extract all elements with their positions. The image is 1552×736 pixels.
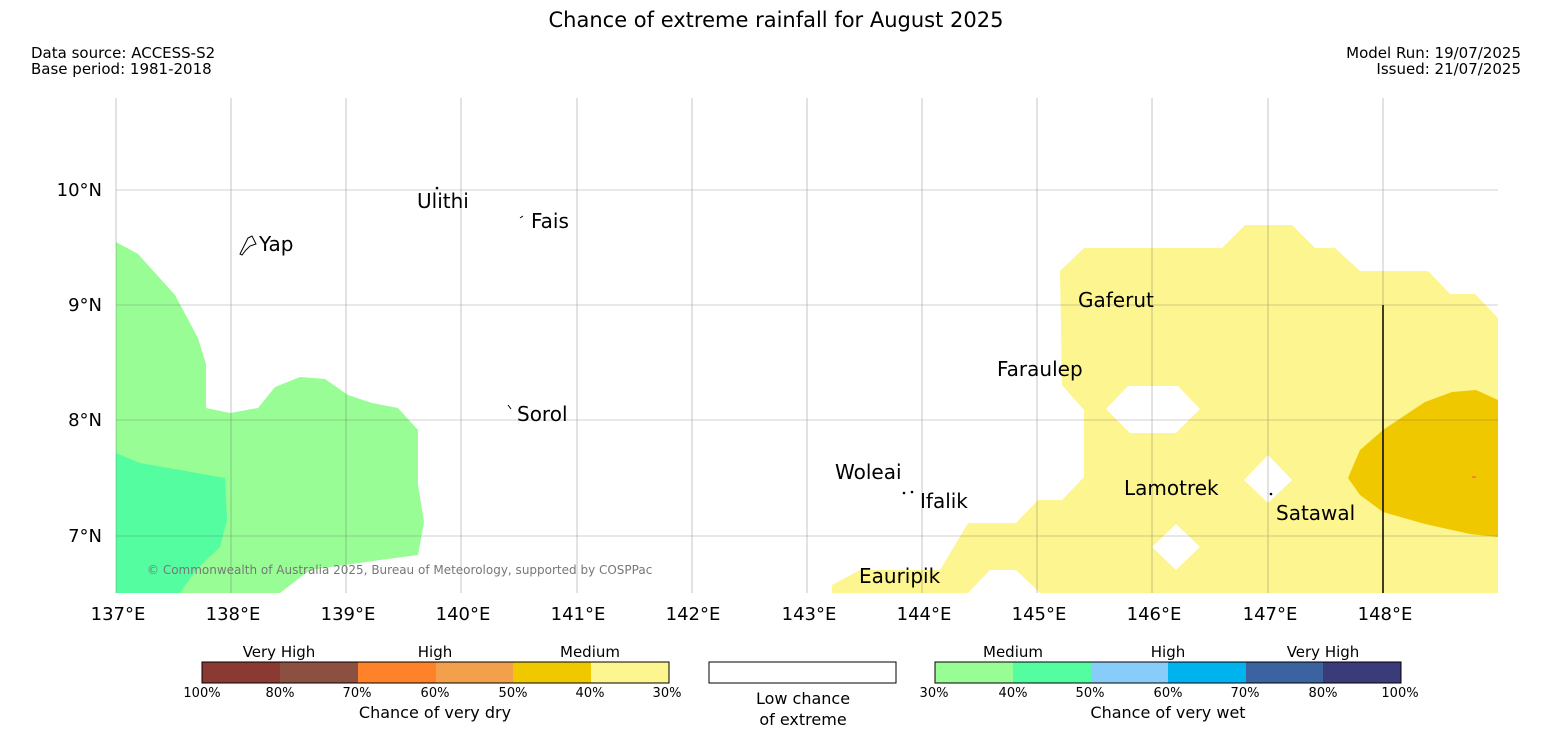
lon-label-146: 146°E [1127, 604, 1182, 625]
lon-label-145: 145°E [1012, 604, 1067, 625]
lon-label-147: 147°E [1243, 604, 1298, 625]
metadata-right: Model Run: 19/07/2025 Issued: 21/07/2025 [1346, 45, 1521, 77]
lon-label-137: 137°E [91, 604, 146, 625]
yap-island-outline [239, 235, 257, 256]
place-label-faraulep: Faraulep [997, 357, 1083, 381]
wet-tick-30: 30% [920, 686, 949, 701]
wet-high-region [116, 453, 227, 593]
wet-tick-100: 100% [1381, 686, 1418, 701]
lon-label-141: 141°E [551, 604, 606, 625]
lon-label-140: 140°E [436, 604, 491, 625]
legend-dry: Very High High Medium 100% 80% 70% 60% 5… [183, 643, 681, 722]
place-label-woleai: Woleai [835, 460, 902, 484]
place-label-eauripik: Eauripik [859, 564, 941, 588]
island-markers [239, 186, 1273, 496]
wet-tick-70: 70% [1231, 686, 1260, 701]
dry-category-medium: Medium [560, 643, 620, 661]
lat-label-8: 8°N [68, 410, 102, 431]
lon-label-144: 144°E [897, 604, 952, 625]
lon-label-143: 143°E [782, 604, 837, 625]
wet-swatch-6 [1323, 662, 1401, 683]
low-chance-hole-3 [1152, 524, 1200, 570]
wet-swatch-4 [1168, 662, 1246, 683]
neutral-label-line1: Low chance [756, 689, 850, 708]
wet-swatch-5 [1246, 662, 1323, 683]
dry-swatch-2 [280, 662, 358, 683]
data-source-text: Data source: ACCESS-S2 [31, 44, 216, 62]
dry-category-high: High [418, 643, 452, 661]
map-title: Chance of extreme rainfall for August 20… [548, 8, 1004, 32]
dry-tick-60: 60% [421, 686, 450, 701]
dry-swatch-3 [358, 662, 436, 683]
place-label-sorol: Sorol [517, 402, 568, 426]
low-chance-corner [968, 570, 1040, 593]
wet-swatch-1 [935, 662, 1013, 683]
dry-tick-30: 30% [653, 686, 682, 701]
neutral-label-line2: of extreme [759, 710, 846, 729]
dry-tick-100: 100% [183, 686, 220, 701]
lon-label-138: 138°E [206, 604, 261, 625]
lon-label-142: 142°E [666, 604, 721, 625]
wet-tick-40: 40% [999, 686, 1028, 701]
dry-swatch-5 [513, 662, 591, 683]
lat-label-7: 7°N [68, 526, 102, 547]
wet-category-medium: Medium [983, 643, 1043, 661]
copyright-text: © Commonwealth of Australia 2025, Bureau… [147, 563, 652, 577]
lat-label-9: 9°N [68, 295, 102, 316]
place-label-ulithi: Ulithi [417, 189, 469, 213]
place-label-ifalik: Ifalik [920, 489, 968, 513]
place-label-yap: Yap [258, 232, 293, 256]
dry-tick-70: 70% [343, 686, 372, 701]
model-run-text: Model Run: 19/07/2025 [1346, 44, 1521, 62]
wet-swatch-3 [1091, 662, 1168, 683]
place-label-satawal: Satawal [1276, 501, 1355, 525]
issued-text: Issued: 21/07/2025 [1376, 60, 1521, 78]
wet-swatch-2 [1013, 662, 1091, 683]
dry-swatch-1 [202, 662, 280, 683]
lat-label-10: 10°N [57, 180, 102, 201]
dry-swatch-4 [436, 662, 513, 683]
place-label-gaferut: Gaferut [1078, 288, 1154, 312]
place-label-fais: Fais [531, 209, 569, 233]
dry-tick-40: 40% [576, 686, 605, 701]
low-chance-hole-1 [1106, 386, 1200, 433]
dry-category-very-high: Very High [243, 643, 316, 661]
dry-swatch-6 [591, 662, 669, 683]
small-dry-patch [1472, 476, 1476, 478]
dry-tick-50: 50% [499, 686, 528, 701]
dry-medium-dark-region [1348, 390, 1498, 537]
legend-neutral: Low chance of extreme [708, 661, 897, 729]
dry-tick-80: 80% [266, 686, 295, 701]
metadata-left: Data source: ACCESS-S2 Base period: 1981… [31, 45, 215, 77]
lon-label-148: 148°E [1358, 604, 1413, 625]
rainfall-map [116, 225, 1498, 593]
wet-tick-80: 80% [1309, 686, 1338, 701]
wet-tick-60: 60% [1154, 686, 1183, 701]
legend-wet: Medium High Very High 30% 40% 50% 60% 70… [920, 643, 1419, 722]
wet-category-very-high: Very High [1287, 643, 1360, 661]
dry-legend-title: Chance of very dry [359, 703, 511, 722]
neutral-swatch [708, 661, 897, 684]
wet-category-high: High [1151, 643, 1185, 661]
lon-label-139: 139°E [321, 604, 376, 625]
wet-legend-title: Chance of very wet [1090, 703, 1245, 722]
place-label-lamotrek: Lamotrek [1124, 476, 1219, 500]
grid [115, 98, 1498, 593]
wet-tick-50: 50% [1076, 686, 1105, 701]
base-period-text: Base period: 1981-2018 [31, 60, 212, 78]
